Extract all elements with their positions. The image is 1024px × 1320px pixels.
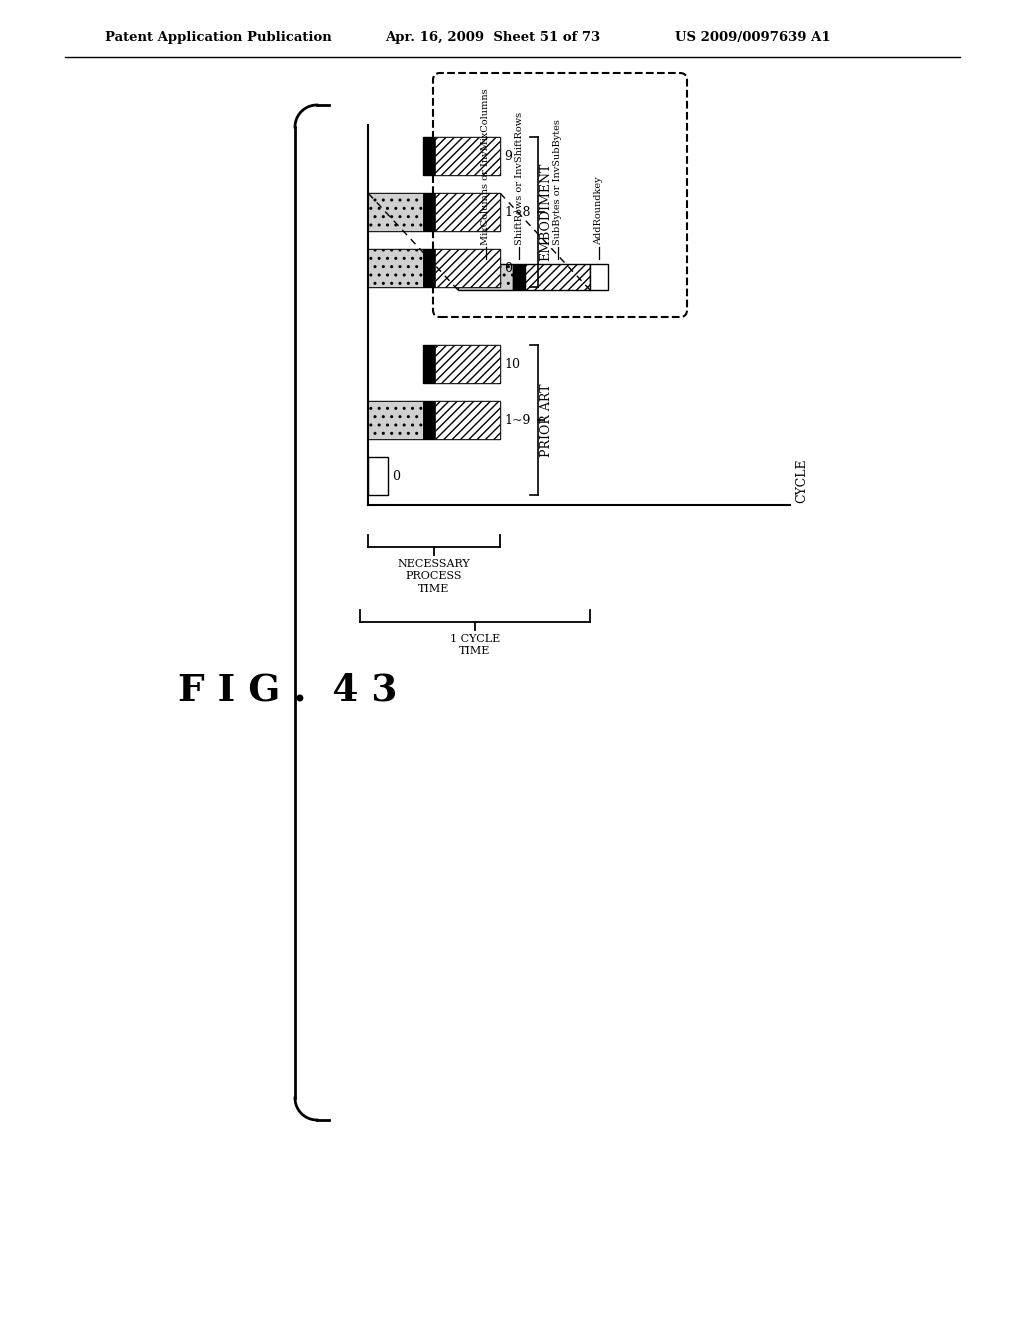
Text: 0: 0 bbox=[504, 261, 512, 275]
Text: 1~8: 1~8 bbox=[504, 206, 530, 219]
Text: CYCLE: CYCLE bbox=[795, 458, 808, 503]
Text: AddRoundkey: AddRoundkey bbox=[595, 177, 603, 246]
Text: 0: 0 bbox=[392, 470, 400, 483]
Bar bbox=[513, 264, 525, 290]
Bar bbox=[590, 264, 608, 290]
Text: ShiftRows or InvShiftRows: ShiftRows or InvShiftRows bbox=[514, 112, 523, 246]
Text: SubBytes or InvSubBytes: SubBytes or InvSubBytes bbox=[553, 119, 562, 246]
Bar bbox=[435, 137, 500, 176]
Bar bbox=[368, 457, 388, 495]
Bar bbox=[368, 249, 423, 286]
Bar bbox=[435, 249, 500, 286]
Text: NECESSARY
PROCESS
TIME: NECESSARY PROCESS TIME bbox=[397, 558, 470, 594]
Bar bbox=[423, 345, 435, 383]
Text: Patent Application Publication: Patent Application Publication bbox=[105, 30, 332, 44]
Bar bbox=[435, 345, 500, 383]
Bar bbox=[368, 249, 500, 286]
Text: MixColumns or InvMixColumns: MixColumns or InvMixColumns bbox=[481, 88, 490, 246]
Bar bbox=[368, 401, 500, 440]
Bar bbox=[435, 193, 500, 231]
Bar bbox=[423, 345, 500, 383]
Bar bbox=[423, 249, 435, 286]
Bar bbox=[435, 401, 500, 440]
FancyBboxPatch shape bbox=[433, 73, 687, 317]
Bar bbox=[423, 137, 435, 176]
Bar bbox=[423, 193, 435, 231]
Text: 1 CYCLE
TIME: 1 CYCLE TIME bbox=[450, 634, 500, 656]
Text: 10: 10 bbox=[504, 358, 520, 371]
Text: US 2009/0097639 A1: US 2009/0097639 A1 bbox=[675, 30, 830, 44]
Bar bbox=[458, 264, 513, 290]
Bar bbox=[368, 193, 423, 231]
Bar bbox=[525, 264, 590, 290]
Text: Apr. 16, 2009  Sheet 51 of 73: Apr. 16, 2009 Sheet 51 of 73 bbox=[385, 30, 600, 44]
Bar bbox=[423, 401, 435, 440]
Bar bbox=[368, 193, 500, 231]
Bar bbox=[423, 137, 500, 176]
Text: EMBODIMENT: EMBODIMENT bbox=[540, 162, 553, 261]
Text: 9: 9 bbox=[504, 149, 512, 162]
Bar bbox=[368, 401, 423, 440]
Text: 1~9: 1~9 bbox=[504, 413, 530, 426]
Text: F I G .  4 3: F I G . 4 3 bbox=[178, 672, 397, 709]
Text: PRIOR ART: PRIOR ART bbox=[540, 383, 553, 457]
